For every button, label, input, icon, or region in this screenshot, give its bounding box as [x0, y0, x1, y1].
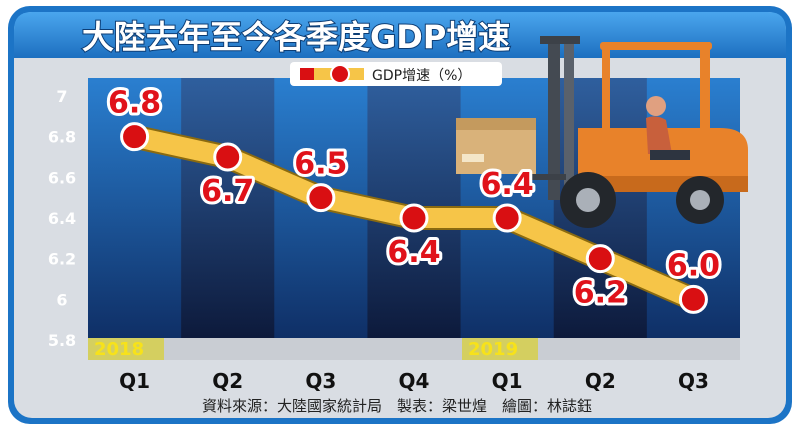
chart-title: 大陸去年至今各季度GDP增速 [82, 18, 510, 56]
forklift-icon [456, 36, 748, 228]
data-point [306, 183, 336, 213]
data-label: 6.7 [201, 174, 254, 209]
data-label: 6.8 [108, 86, 161, 121]
data-point [492, 203, 522, 233]
x-tick-label: Q1 [492, 369, 523, 393]
year-strip [88, 338, 740, 360]
year-label-2018: 2018 [94, 339, 144, 360]
data-label: 6.4 [481, 167, 534, 202]
year-badge-2018 [88, 338, 164, 360]
legend-label: GDP增速（%） [372, 68, 471, 84]
data-label: 6.2 [574, 276, 627, 311]
source-text: 資料來源：大陸國家統計局 製表：梁世煌 繪圖：林誌鈺 [202, 397, 592, 415]
data-label: 6.0 [667, 248, 720, 283]
y-tick-label: 6 [56, 290, 67, 309]
y-tick-label: 6.4 [48, 209, 76, 228]
data-point [120, 122, 150, 152]
x-tick-label: Q2 [212, 369, 243, 393]
y-tick-label: 6.2 [48, 250, 76, 269]
title-bar [14, 12, 786, 58]
data-label: 6.4 [387, 235, 440, 270]
y-axis-ticks: 7 6.8 6.6 6.4 6.2 6 5.8 [48, 87, 76, 350]
x-tick-label: Q3 [305, 369, 336, 393]
data-labels: 6.8 6.7 6.5 6.4 6.4 6.2 6.0 [105, 83, 723, 314]
y-tick-label: 6.6 [48, 168, 76, 187]
x-tick-label: Q4 [399, 369, 430, 393]
data-point [399, 203, 429, 233]
data-point [213, 142, 243, 172]
y-tick-label: 7 [56, 87, 67, 106]
data-point [678, 284, 708, 314]
year-badge-2019 [462, 338, 538, 360]
y-tick-label: 5.8 [48, 331, 76, 350]
data-label: 6.5 [294, 147, 347, 182]
x-tick-label: Q1 [119, 369, 150, 393]
plot-band [88, 78, 182, 338]
x-tick-label: Q3 [678, 369, 709, 393]
data-point [585, 244, 615, 274]
legend-swatch [300, 64, 364, 84]
year-label-2019: 2019 [468, 339, 518, 360]
x-tick-label: Q2 [585, 369, 616, 393]
x-axis-ticks: Q1 Q2 Q3 Q4 Q1 Q2 Q3 [119, 369, 709, 393]
series-gdp [120, 122, 708, 314]
y-tick-label: 6.8 [48, 128, 76, 147]
